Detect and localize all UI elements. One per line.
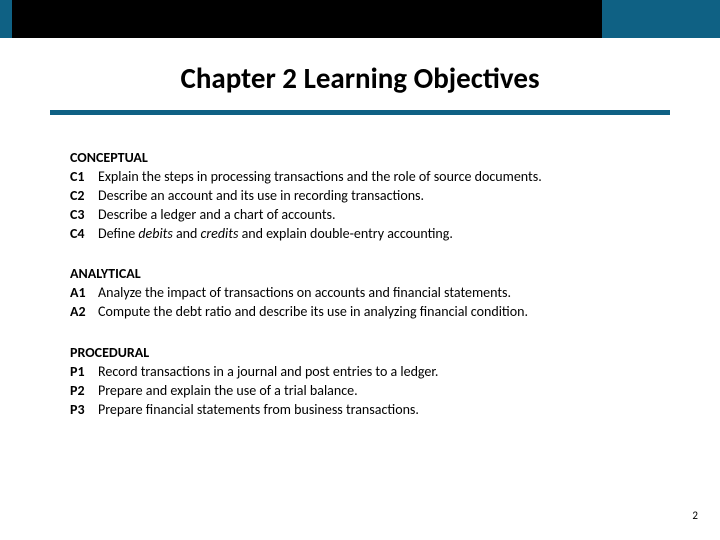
objective-code: A1 (70, 284, 98, 303)
objective-code: C3 (70, 206, 98, 225)
objective-code: P2 (70, 382, 98, 401)
objective-text: Define debits and credits and explain do… (98, 225, 650, 244)
objective-text: Describe a ledger and a chart of account… (98, 206, 650, 225)
section-heading: CONCEPTUAL (70, 149, 650, 168)
objective-row: P3 Prepare financial statements from bus… (70, 401, 650, 420)
objective-code: C2 (70, 187, 98, 206)
objective-code: C1 (70, 168, 98, 187)
objective-code: P3 (70, 401, 98, 420)
objective-text: Prepare financial statements from busine… (98, 401, 650, 420)
section-analytical: ANALYTICAL A1 Analyze the impact of tran… (70, 265, 650, 322)
objective-row: P2 Prepare and explain the use of a tria… (70, 382, 650, 401)
section-procedural: PROCEDURAL P1 Record transactions in a j… (70, 344, 650, 420)
section-conceptual: CONCEPTUAL C1 Explain the steps in proce… (70, 149, 650, 243)
page-number: 2 (692, 509, 698, 522)
objective-row: C3 Describe a ledger and a chart of acco… (70, 206, 650, 225)
objective-row: C2 Describe an account and its use in re… (70, 187, 650, 206)
objective-code: P1 (70, 363, 98, 382)
objective-code: C4 (70, 225, 98, 244)
objective-text: Describe an account and its use in recor… (98, 187, 650, 206)
top-dark-strip (12, 0, 602, 38)
objective-row: C4 Define debits and credits and explain… (70, 225, 650, 244)
objective-row: C1 Explain the steps in processing trans… (70, 168, 650, 187)
objective-text: Analyze the impact of transactions on ac… (98, 284, 650, 303)
section-heading: ANALYTICAL (70, 265, 650, 284)
title-underline (50, 110, 670, 115)
objective-text: Prepare and explain the use of a trial b… (98, 382, 650, 401)
objective-row: P1 Record transactions in a journal and … (70, 363, 650, 382)
objective-text: Explain the steps in processing transact… (98, 168, 650, 187)
objective-code: A2 (70, 303, 98, 322)
section-heading: PROCEDURAL (70, 344, 650, 363)
content-area: CONCEPTUAL C1 Explain the steps in proce… (0, 149, 720, 420)
page-title: Chapter 2 Learning Objectives (0, 60, 720, 96)
objective-text: Compute the debt ratio and describe its … (98, 303, 650, 322)
objective-text: Record transactions in a journal and pos… (98, 363, 650, 382)
objective-row: A1 Analyze the impact of transactions on… (70, 284, 650, 303)
objective-row: A2 Compute the debt ratio and describe i… (70, 303, 650, 322)
